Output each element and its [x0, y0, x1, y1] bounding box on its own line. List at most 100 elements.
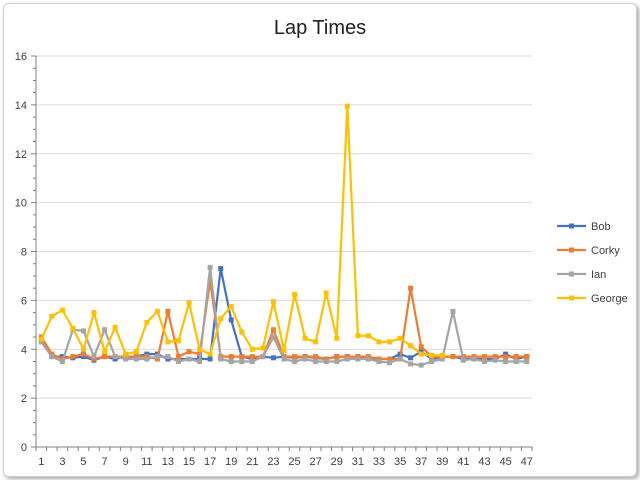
- data-point: [239, 359, 245, 364]
- x-tick-label: 11: [141, 456, 152, 468]
- data-point: [239, 329, 245, 335]
- data-point: [429, 359, 435, 364]
- data-point: [197, 359, 203, 364]
- data-point: [81, 346, 86, 352]
- data-point: [102, 327, 108, 333]
- legend-swatch-marker: [569, 295, 574, 301]
- data-point: [418, 351, 424, 357]
- data-point: [439, 352, 445, 358]
- data-point: [270, 299, 276, 305]
- data-point: [49, 313, 55, 319]
- data-point: [323, 290, 329, 296]
- x-tick-label: 5: [80, 456, 86, 468]
- y-tick-label: 0: [21, 442, 27, 454]
- data-point: [154, 308, 160, 314]
- data-point: [59, 359, 65, 364]
- legend-swatch-marker: [569, 223, 574, 229]
- gridlines: [36, 55, 532, 399]
- data-point: [387, 339, 392, 345]
- data-point: [228, 317, 234, 323]
- data-point: [482, 354, 487, 360]
- data-point: [408, 343, 414, 349]
- y-tick-label: 4: [21, 344, 27, 356]
- data-point: [492, 357, 498, 363]
- data-point: [439, 356, 445, 362]
- y-tick-label: 2: [21, 393, 27, 405]
- y-tick-label: 10: [15, 198, 27, 210]
- data-point: [313, 354, 319, 360]
- x-tick-label: 21: [246, 456, 258, 468]
- x-tick-label: 1: [38, 456, 44, 468]
- chart-title: Lap Times: [274, 17, 366, 39]
- data-point: [176, 354, 181, 360]
- x-tick-label: 47: [521, 456, 533, 468]
- data-point: [418, 344, 424, 350]
- x-tick-label: 17: [204, 456, 216, 468]
- x-tick-label: 43: [478, 456, 490, 468]
- data-point: [323, 359, 329, 364]
- data-point: [292, 291, 298, 297]
- data-point: [112, 324, 118, 330]
- data-point: [228, 354, 234, 360]
- data-point: [408, 355, 414, 361]
- chart-frame: Lap Times 0 2 4 6 8 10 12 14 16 1 3 5 7 9 11 13 15 17 19 21…: [3, 3, 637, 477]
- data-point: [471, 356, 477, 362]
- data-point: [81, 328, 86, 334]
- x-tick-label: 37: [415, 456, 427, 468]
- data-point: [302, 356, 308, 362]
- data-point: [59, 307, 65, 313]
- legend-label: Corky: [591, 245, 620, 257]
- data-point: [482, 359, 487, 364]
- data-point: [270, 334, 276, 340]
- x-tick-label: 15: [183, 456, 195, 468]
- data-point: [207, 351, 213, 357]
- y-tick-label: 16: [15, 51, 27, 63]
- data-point: [207, 264, 213, 270]
- data-point: [186, 349, 192, 355]
- data-point: [313, 359, 319, 364]
- data-point: [81, 351, 86, 357]
- data-point: [176, 338, 181, 344]
- data-point: [133, 349, 139, 355]
- data-point: [144, 319, 150, 325]
- data-point: [91, 354, 97, 360]
- x-tick-label: 39: [436, 456, 448, 468]
- data-point: [524, 359, 530, 364]
- series-line: [40, 104, 443, 357]
- data-point: [260, 354, 266, 360]
- legend-item-george: George: [557, 293, 628, 305]
- data-point: [387, 360, 392, 366]
- data-point: [38, 337, 44, 342]
- data-point: [397, 356, 403, 362]
- data-point: [344, 103, 350, 109]
- x-tick-label: 35: [394, 456, 406, 468]
- data-point: [218, 266, 224, 272]
- data-point: [270, 327, 276, 333]
- data-point: [450, 354, 456, 360]
- y-tick-label: 14: [15, 100, 27, 112]
- legend-label: Bob: [591, 221, 611, 233]
- y-tick-label: 6: [21, 295, 27, 307]
- data-point: [281, 348, 287, 353]
- series-george: [38, 103, 445, 358]
- data-point: [292, 354, 298, 360]
- x-tick-label: 7: [102, 456, 108, 468]
- data-point: [270, 355, 276, 361]
- data-point: [503, 354, 509, 360]
- legend: Bob Corky Ian George: [557, 221, 628, 305]
- data-point: [228, 304, 234, 309]
- data-point: [165, 339, 171, 345]
- data-point: [513, 359, 519, 364]
- data-point: [218, 356, 224, 362]
- legend-swatch-marker: [569, 271, 574, 277]
- data-point: [334, 359, 340, 364]
- data-point: [186, 300, 192, 306]
- data-point: [376, 339, 382, 345]
- x-tick-label: 33: [373, 456, 385, 468]
- data-point: [249, 354, 255, 360]
- data-point: [397, 335, 403, 341]
- data-point: [260, 345, 266, 351]
- data-point: [102, 349, 108, 355]
- data-point: [165, 308, 171, 314]
